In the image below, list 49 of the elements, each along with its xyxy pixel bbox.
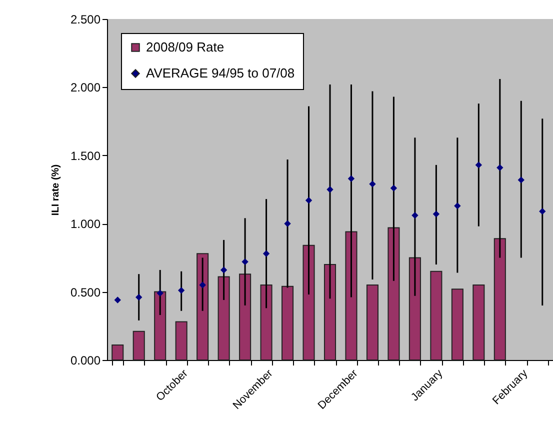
- point: [156, 290, 164, 297]
- legend-label: AVERAGE 94/95 to 07/08: [146, 66, 295, 80]
- point: [454, 202, 461, 210]
- bar: [218, 276, 230, 360]
- bar: [282, 286, 294, 360]
- bar: [345, 231, 358, 360]
- point: [114, 296, 121, 304]
- bar: [430, 270, 442, 360]
- point: [496, 164, 504, 172]
- bar: [239, 274, 252, 360]
- point: [390, 184, 398, 192]
- y-tick-label: 2.000: [70, 80, 101, 95]
- point: [369, 180, 376, 188]
- bar: [494, 238, 506, 360]
- point: [475, 162, 482, 168]
- point: [432, 210, 440, 218]
- bar: [451, 288, 464, 360]
- y-tick-label: 2.500: [70, 12, 101, 26]
- point: [178, 287, 185, 294]
- point: [348, 175, 355, 182]
- point: [136, 294, 142, 301]
- bar: [388, 227, 400, 360]
- y-axis-title: ILI rate (%): [50, 164, 62, 216]
- bar: [132, 330, 145, 360]
- point: [305, 197, 312, 204]
- bar: [408, 257, 421, 360]
- point: [518, 176, 524, 184]
- bar: [472, 284, 485, 360]
- y-tick-label: 0.000: [70, 354, 101, 368]
- bar: [154, 291, 166, 360]
- point: [284, 220, 291, 227]
- point: [242, 258, 248, 266]
- legend-label: 2008/09 Rate: [146, 40, 224, 54]
- y-tick-label: 1.000: [70, 217, 101, 232]
- y-tick-label: 1.500: [70, 148, 101, 163]
- bar: [260, 284, 272, 360]
- bar: [366, 284, 378, 360]
- y-tick-label: 0.500: [70, 285, 101, 300]
- bar: [175, 321, 188, 360]
- point: [326, 186, 334, 193]
- point: [412, 212, 418, 219]
- bar: [196, 253, 209, 360]
- point: [262, 250, 270, 257]
- point: [199, 282, 206, 288]
- point: [220, 266, 228, 274]
- bar: [324, 264, 336, 360]
- bar: [112, 344, 124, 360]
- bar: [302, 244, 315, 360]
- point: [539, 208, 546, 215]
